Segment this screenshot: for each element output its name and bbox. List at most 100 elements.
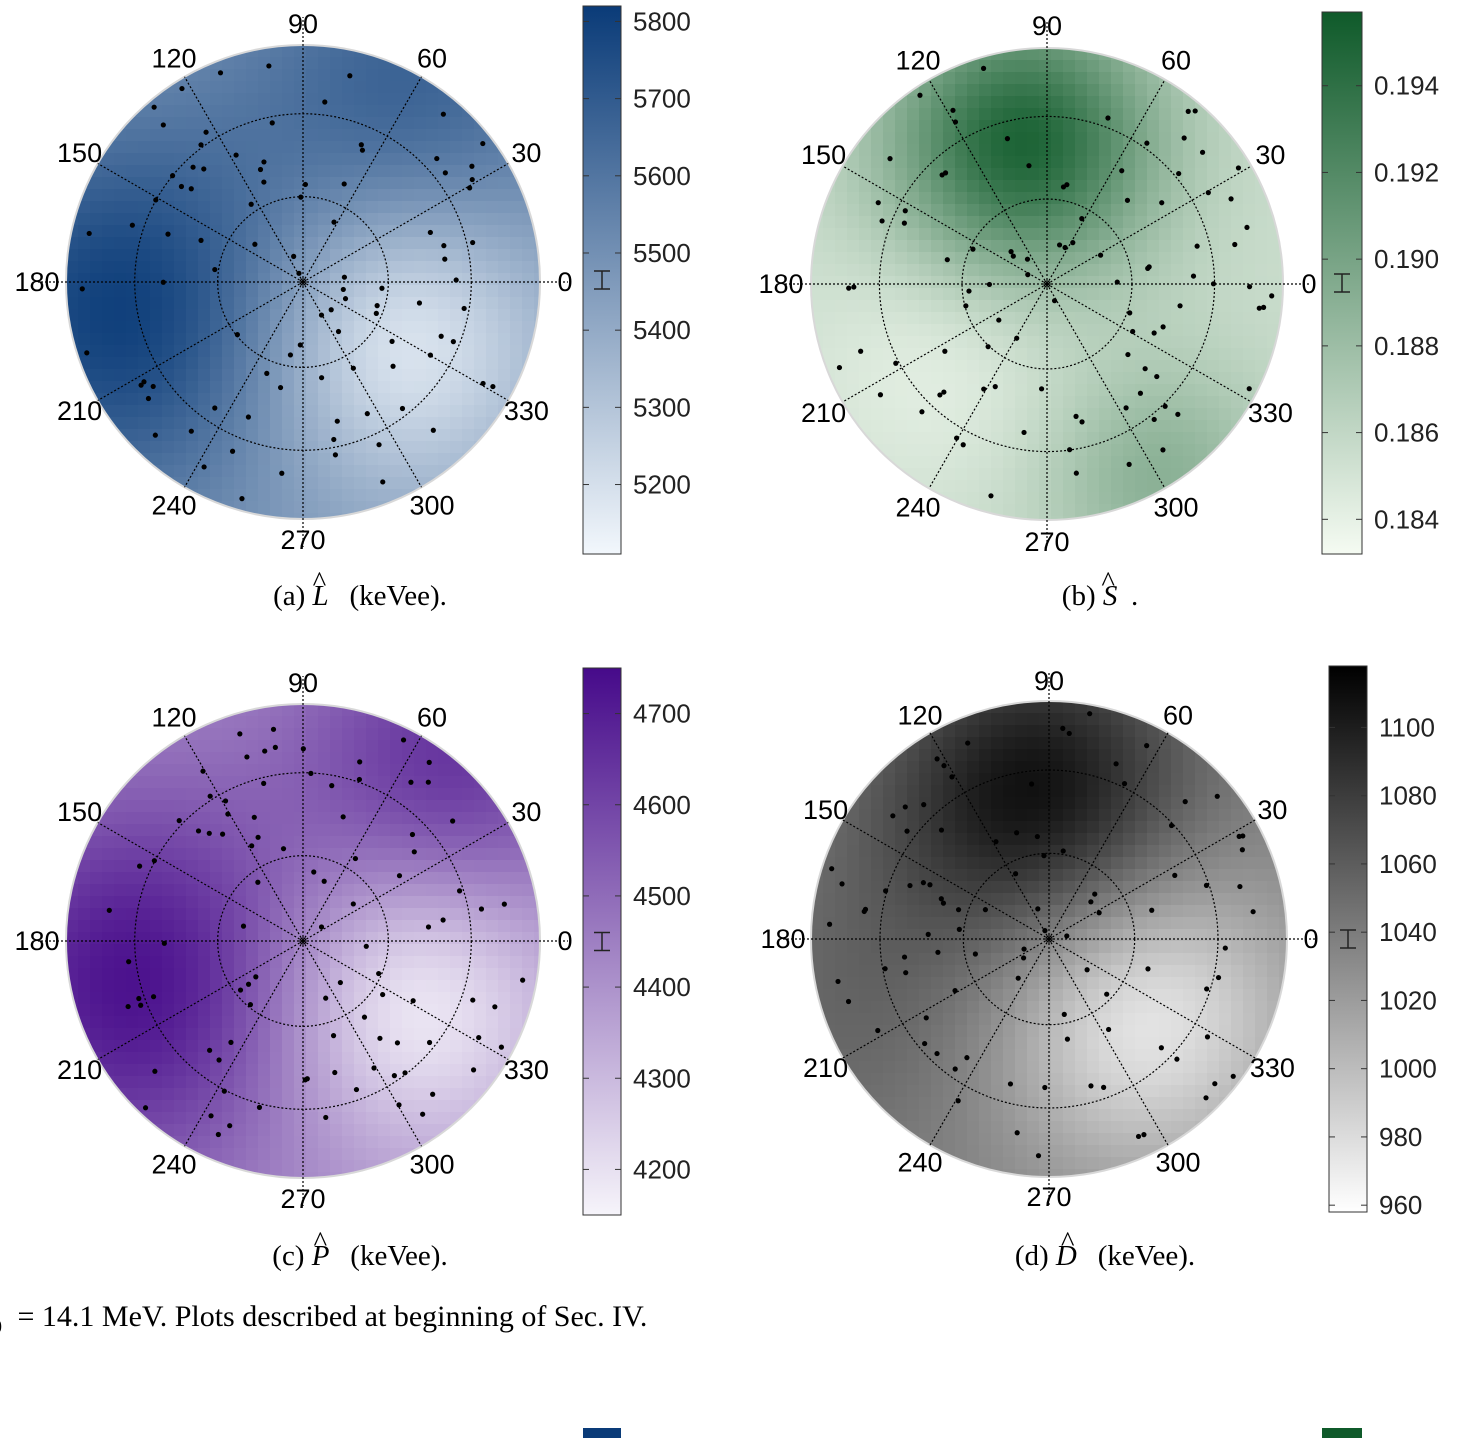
sample-point [219,831,226,837]
sample-point [1204,1034,1211,1040]
sample-point [426,759,432,765]
sample-point [942,170,949,176]
colorbar-tick-label: 5200 [633,470,691,500]
angle-tick-label: 60 [1161,46,1191,76]
sample-point [201,464,207,470]
sample-point [450,339,456,345]
figure-footnote: 0 = 14.1 MeV. Plots described at beginni… [0,1300,648,1338]
angle-tick-label: 210 [57,1055,102,1085]
sample-point [846,285,852,291]
sample-point [391,1073,397,1079]
sample-point [1035,906,1041,912]
sample-point [1106,1026,1112,1033]
sample-point [257,166,264,173]
sample-point [216,1057,222,1063]
sample-point [138,382,144,388]
sample-point [470,239,476,246]
sample-point [233,152,239,158]
sample-point [923,1015,929,1021]
sample-point [137,863,143,869]
sample-point [442,170,448,176]
sample-point [1060,848,1066,854]
colorbar-tick-label: 0.192 [1374,157,1439,187]
angle-tick-label: 300 [1155,1147,1200,1177]
sample-point [1088,1083,1094,1089]
sample-point [380,479,386,485]
sample-point [240,923,247,929]
sample-point [925,931,931,937]
sample-point [1232,241,1238,248]
sample-point [952,988,958,994]
sample-point [492,1004,498,1010]
sample-points [836,65,1275,499]
colorbar-tick-label: 0.184 [1374,504,1439,534]
colorbar-tick-label: 980 [1379,1122,1422,1152]
sample-point [986,281,993,288]
colorbar-errorbar [1334,273,1350,293]
angle-tick-label: 60 [1163,701,1193,731]
sample-point [352,855,359,862]
sample-point [248,201,254,207]
sample-point [1215,974,1222,981]
sample-point [331,436,337,443]
sample-point [966,288,972,294]
sample-point [498,1044,505,1050]
angle-tick-label: 270 [1026,1182,1071,1212]
sample-point [1151,330,1157,336]
polar-grid-spoke [302,940,509,1061]
sample-point [1260,304,1267,310]
polar-center [1045,935,1053,943]
sample-point [1256,305,1262,311]
colorbar-tick-label: 1000 [1379,1054,1437,1084]
sample-point [318,375,325,381]
sample-point [227,1123,233,1129]
sample-point [138,1002,144,1008]
sample-point [1204,986,1210,992]
sample-point [408,779,414,785]
sample-point [434,155,440,162]
heatmap-field [66,704,540,1178]
polar-grid-spoke [1046,283,1166,489]
colorbar-tick-label: 4700 [633,699,691,729]
sample-point [430,427,436,433]
sample-point [160,122,166,128]
sample-point [836,364,843,371]
sample-point [942,348,948,354]
sample-point [904,828,910,834]
sample-point [151,104,157,110]
sample-point [440,111,446,117]
angle-tick-label: 90 [288,9,318,39]
polar-heatmap-b: 0 30 60 90 120 150 180 210 240 270 300 330 0.184 0.18… [758,11,1439,557]
angle-tick-label: 300 [1153,492,1198,522]
angle-tick-label: 90 [1032,11,1062,41]
sample-point [322,99,328,105]
sample-point [954,435,960,441]
sample-point [396,873,403,879]
polar-grid-spoke [183,281,304,488]
sample-point [1159,200,1165,206]
angle-tick-label: 0 [557,267,572,297]
sample-point [1222,945,1228,951]
sample-point [456,888,463,894]
sample-point [903,970,909,976]
sample-point [1021,429,1027,436]
sample-point [1124,197,1131,203]
sample-point [1096,910,1102,916]
polar-heatmap-d: 0 30 60 90 120 150 180 210 240 270 300 330 960 980 100… [760,665,1437,1220]
sample-point [261,179,267,185]
angle-tick-label: 210 [57,396,102,426]
sample-point [269,120,275,126]
angle-tick-label: 240 [151,490,196,520]
sample-point [1160,447,1166,453]
polar-grid-spoke [302,281,509,402]
sample-point [332,452,339,458]
polar-heatmap-c: 0 30 60 90 120 150 180 210 240 270 300 330 4200 4300 4… [14,667,691,1216]
sample-point [1079,216,1085,222]
sample-point [1237,883,1243,890]
sample-point [1168,822,1175,829]
colorbar-tick-label: 5700 [633,84,691,114]
sample-point [1151,416,1157,423]
sample-point [490,383,496,390]
sample-point [323,1114,329,1121]
sample-point [952,119,959,125]
